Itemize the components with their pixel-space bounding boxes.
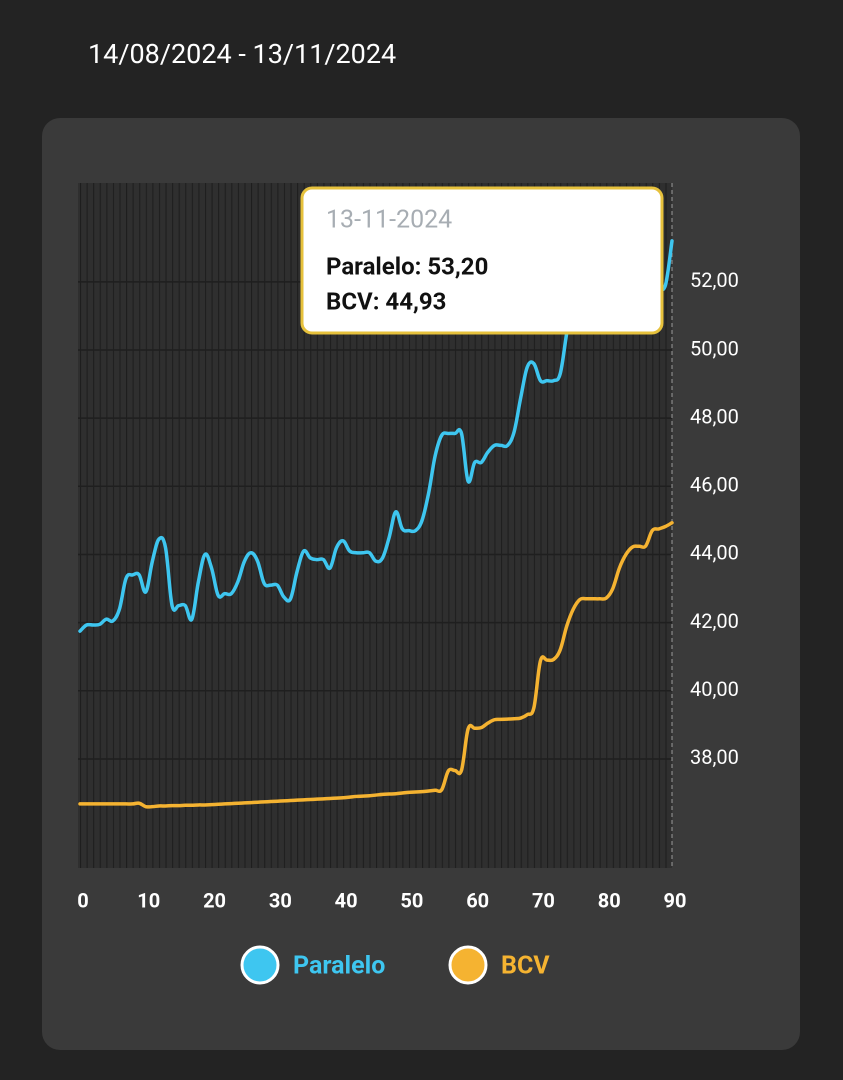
x-tick-label: 90	[664, 888, 687, 912]
x-tick-label: 80	[598, 888, 621, 912]
y-tick-label: 40,00	[690, 677, 739, 701]
x-tick-label: 10	[137, 888, 160, 912]
series-line	[78, 521, 674, 809]
y-tick-label: 46,00	[690, 473, 739, 497]
tooltip-line: BCV: 44,93	[326, 287, 446, 315]
y-tick-label: 50,00	[690, 336, 739, 360]
x-tick-label: 20	[203, 888, 226, 912]
x-tick-label: 50	[400, 888, 423, 912]
grid	[78, 183, 673, 868]
legend-swatch	[448, 945, 488, 985]
x-tick-label: 60	[466, 888, 489, 912]
x-tick-label: 30	[269, 888, 292, 912]
y-tick-label: 44,00	[690, 541, 739, 565]
date-range: 14/08/2024 - 13/11/2024	[88, 38, 396, 70]
legend: Paralelo BCV	[240, 945, 550, 985]
x-tick-label: 70	[532, 888, 555, 912]
labels: 38,00 40,00 42,00 44,00 46,00 48,00 50,00 52,00…	[77, 268, 739, 912]
tooltip: 13-11-2024 Paralelo: 53,20 BCV: 44,93	[300, 186, 664, 335]
tooltip-date: 13-11-2024	[326, 206, 452, 235]
y-tick-label: 52,00	[690, 268, 739, 292]
tooltip-box	[300, 186, 664, 335]
y-tick-label: 48,00	[690, 404, 739, 428]
legend-swatch	[240, 945, 280, 985]
y-tick-label: 42,00	[690, 609, 739, 633]
y-tick-label: 38,00	[690, 745, 739, 769]
legend-label: Paralelo	[293, 952, 385, 981]
tooltip-line: Paralelo: 53,20	[326, 252, 488, 280]
x-tick-label: 0	[77, 888, 88, 912]
x-tick-label: 40	[335, 888, 358, 912]
legend-label: BCV	[501, 952, 550, 981]
